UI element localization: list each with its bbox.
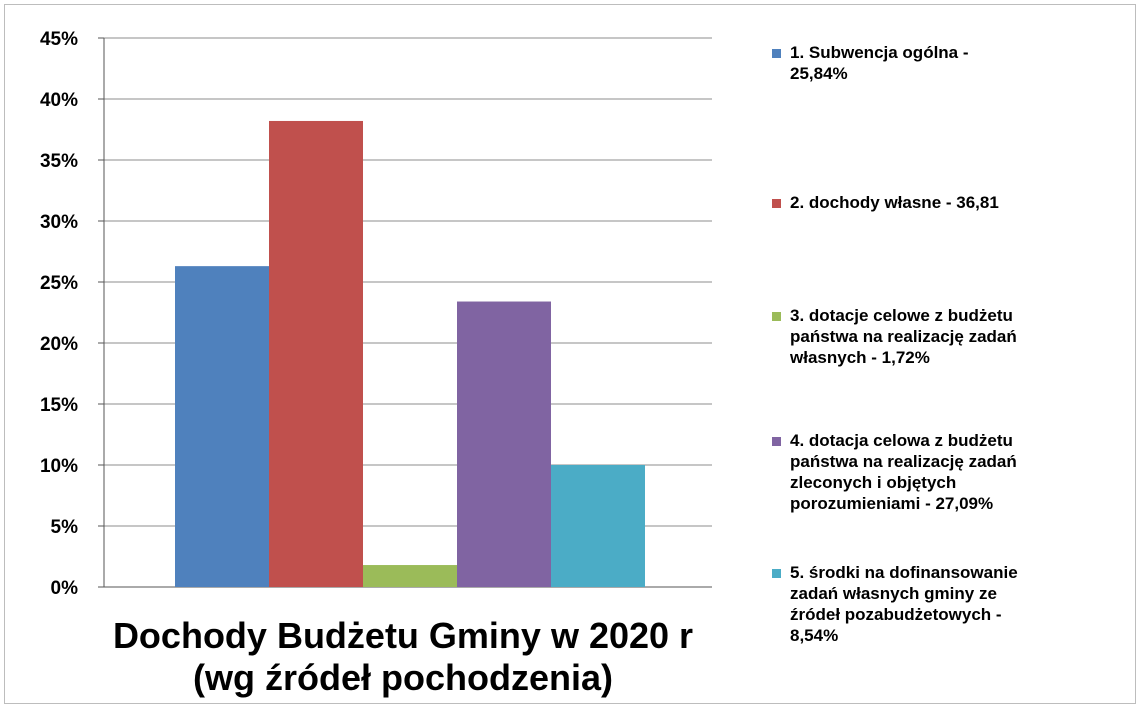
legend-label: 2. dochody własne - 36,81 xyxy=(790,193,999,212)
y-tick-label: 10% xyxy=(40,456,78,477)
legend-label: 3. dotacje celowe z budżetu państwa na r… xyxy=(790,306,1017,367)
legend-item-1: 1. Subwencja ogólna - 25,84% xyxy=(772,42,1110,84)
y-tick-label: 20% xyxy=(40,334,78,355)
legend: 1. Subwencja ogólna - 25,84% 2. dochody w… xyxy=(772,0,1132,708)
legend-item-3: 3. dotacje celowe z budżetu państwa na r… xyxy=(772,305,1110,368)
bar-2 xyxy=(269,120,363,588)
y-tick-label: 30% xyxy=(40,212,78,233)
chart-title-line1: Dochody Budżetu Gminy w 2020 r xyxy=(113,615,693,656)
y-tick-label: 0% xyxy=(51,578,79,599)
y-tick-label: 45% xyxy=(40,29,78,50)
bar-3 xyxy=(363,565,457,587)
y-tick-label: 25% xyxy=(40,273,78,294)
y-tick-label: 35% xyxy=(40,151,78,172)
y-tick-label: 40% xyxy=(40,90,78,111)
legend-swatch xyxy=(772,437,781,446)
legend-item-5: 5. środki na dofinansowanie zadań własny… xyxy=(772,562,1110,646)
bar-4 xyxy=(457,301,551,587)
legend-label: 4. dotacja celowa z budżetu państwa na r… xyxy=(790,431,1017,513)
legend-label: 1. Subwencja ogólna - 25,84% xyxy=(790,43,969,83)
y-tick-label: 5% xyxy=(51,517,79,538)
bar-5 xyxy=(551,465,645,587)
bar-chart: 0% 5% 10% 15% 20% 25% 30% 35% 40% 45% Dochody Bud… xyxy=(40,29,712,698)
legend-swatch xyxy=(772,49,781,58)
legend-swatch xyxy=(772,569,781,578)
legend-item-4: 4. dotacja celowa z budżetu państwa na r… xyxy=(772,430,1110,514)
legend-swatch xyxy=(772,312,781,321)
legend-label: 5. środki na dofinansowanie zadań własny… xyxy=(790,563,1018,645)
legend-swatch xyxy=(772,199,781,208)
y-tick-label: 15% xyxy=(40,395,78,416)
chart-title-line2: (wg źródeł pochodzenia) xyxy=(193,657,613,698)
legend-item-2: 2. dochody własne - 36,81 xyxy=(772,192,1110,213)
bars xyxy=(175,120,645,588)
bar-1 xyxy=(175,266,269,587)
